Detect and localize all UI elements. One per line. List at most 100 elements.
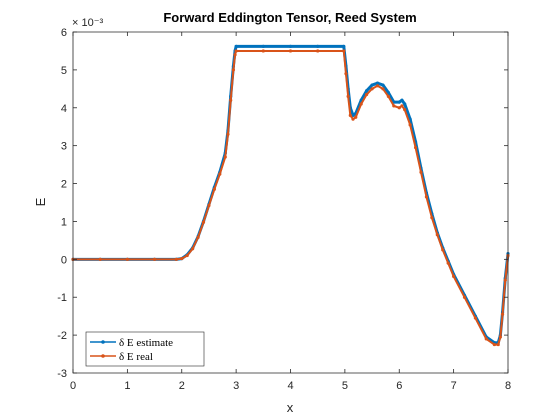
- data-point: [229, 98, 233, 102]
- x-tick-label: 8: [505, 380, 511, 392]
- data-point: [375, 84, 380, 88]
- data-point: [397, 106, 401, 110]
- data-point: [400, 104, 404, 108]
- data-point: [403, 102, 407, 106]
- data-point: [386, 91, 390, 95]
- legend-entry-real: δ E real: [90, 351, 153, 363]
- data-point: [419, 170, 423, 174]
- data-point: [365, 89, 369, 93]
- data-point: [196, 235, 200, 239]
- x-tick-label: 5: [342, 380, 348, 392]
- data-point: [261, 49, 265, 53]
- legend-entry-estimate: δ E estimate: [90, 337, 173, 349]
- data-point: [446, 261, 450, 265]
- data-point: [381, 83, 385, 87]
- data-point: [233, 53, 237, 57]
- data-point: [413, 145, 418, 150]
- y-tick-label: 3: [61, 141, 67, 153]
- y-tick-label: 1: [61, 216, 67, 228]
- data-point: [498, 335, 502, 339]
- series-layer: [71, 44, 510, 347]
- data-point: [351, 113, 355, 117]
- y-tick-label: 0: [61, 254, 67, 266]
- x-tick-label: 3: [233, 380, 239, 392]
- data-point: [316, 49, 320, 53]
- data-point: [496, 342, 500, 347]
- y-tick-label: 5: [61, 65, 67, 77]
- x-axis-label: x: [287, 400, 294, 415]
- data-point: [370, 83, 374, 87]
- data-point: [152, 257, 157, 261]
- data-point: [370, 87, 374, 91]
- data-point: [397, 100, 401, 104]
- y-exponent-label: × 10⁻³: [72, 17, 104, 29]
- data-point: [359, 102, 363, 106]
- legend-marker-real: [101, 354, 105, 358]
- data-point: [223, 155, 227, 159]
- data-point: [191, 247, 195, 251]
- data-point: [381, 87, 385, 91]
- data-point: [365, 92, 369, 97]
- data-point: [226, 132, 230, 136]
- data-point: [503, 278, 507, 282]
- data-point: [375, 81, 380, 85]
- data-point: [346, 94, 350, 99]
- data-point: [400, 98, 404, 102]
- data-point: [98, 257, 102, 261]
- data-point: [342, 49, 346, 53]
- data-point: [452, 274, 456, 278]
- data-point: [342, 44, 346, 49]
- legend: δ E estimate δ E real: [85, 331, 205, 367]
- data-point: [185, 253, 189, 258]
- data-point: [351, 117, 355, 121]
- y-tick-label: 2: [61, 179, 67, 191]
- series-line: [73, 49, 509, 346]
- data-point: [207, 203, 211, 208]
- y-tick-label: -1: [57, 292, 67, 304]
- data-point: [386, 94, 390, 99]
- x-tick-label: 7: [451, 380, 457, 392]
- data-point: [180, 256, 184, 261]
- data-point: [316, 44, 320, 49]
- data-point: [288, 44, 293, 49]
- data-point: [430, 216, 434, 220]
- data-point: [218, 172, 222, 176]
- legend-box: [85, 331, 205, 367]
- data-point: [484, 337, 488, 341]
- data-point: [462, 295, 467, 299]
- data-point: [212, 187, 216, 191]
- y-tick-label: -3: [57, 368, 67, 380]
- plot-area: [73, 32, 508, 373]
- data-point: [492, 342, 497, 347]
- data-point: [403, 108, 407, 112]
- data-point: [125, 257, 129, 261]
- x-tick-label: 0: [70, 380, 76, 392]
- data-point: [344, 72, 348, 76]
- data-point: [261, 44, 265, 49]
- y-tick-label: -2: [57, 330, 67, 342]
- data-point: [441, 248, 445, 252]
- legend-marker-estimate: [101, 340, 105, 344]
- data-point: [473, 316, 477, 320]
- data-point: [392, 104, 396, 108]
- x-axis-ticks: 0 1 2 3 4 5 6 7 8: [70, 32, 511, 392]
- x-tick-label: 6: [396, 380, 402, 392]
- data-point: [288, 49, 293, 53]
- legend-label-estimate: δ E estimate: [119, 337, 173, 349]
- legend-label-real: δ E real: [119, 351, 153, 363]
- y-axis-ticks: -3 -2 -1 0 1 2 3 4 5 6: [57, 27, 508, 380]
- data-point: [234, 49, 238, 53]
- series-real: [71, 49, 510, 347]
- x-tick-label: 2: [179, 380, 185, 392]
- data-point: [231, 68, 236, 72]
- y-axis-label: E: [33, 197, 48, 206]
- data-point: [201, 220, 206, 224]
- data-point: [354, 115, 358, 119]
- x-tick-label: 4: [287, 380, 293, 392]
- x-tick-label: 1: [124, 380, 130, 392]
- data-point: [234, 44, 238, 49]
- y-tick-label: 4: [61, 103, 67, 115]
- data-point: [348, 113, 352, 117]
- y-tick-label: 6: [61, 27, 67, 39]
